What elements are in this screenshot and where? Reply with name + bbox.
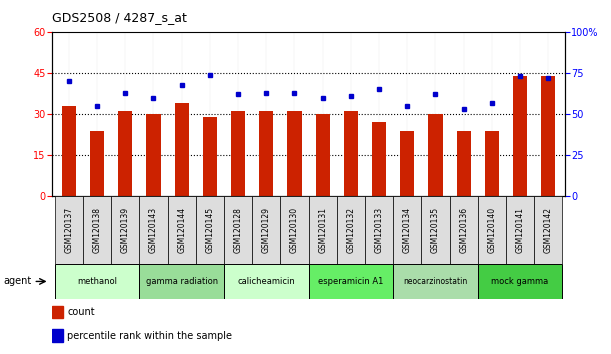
Text: GSM120128: GSM120128 — [233, 207, 243, 253]
Bar — [231, 112, 245, 196]
Bar — [513, 76, 527, 196]
Bar — [541, 76, 555, 196]
Text: calicheamicin: calicheamicin — [238, 277, 295, 286]
Bar — [478, 264, 562, 299]
Text: GSM120135: GSM120135 — [431, 207, 440, 253]
Bar — [196, 196, 224, 264]
Text: GSM120140: GSM120140 — [488, 207, 496, 253]
Text: GSM120132: GSM120132 — [346, 207, 356, 253]
Text: agent: agent — [3, 276, 31, 286]
Bar — [506, 196, 534, 264]
Text: GSM120134: GSM120134 — [403, 207, 412, 253]
Bar — [224, 264, 309, 299]
Text: GSM120139: GSM120139 — [121, 207, 130, 253]
Bar — [400, 131, 414, 196]
Text: methanol: methanol — [77, 277, 117, 286]
Bar — [52, 306, 63, 318]
Bar — [450, 196, 478, 264]
Bar — [139, 196, 167, 264]
Bar — [224, 196, 252, 264]
Bar — [280, 196, 309, 264]
Bar — [118, 112, 133, 196]
Text: GSM120145: GSM120145 — [205, 207, 214, 253]
Text: GDS2508 / 4287_s_at: GDS2508 / 4287_s_at — [52, 11, 187, 24]
Bar — [287, 112, 301, 196]
Text: mock gamma: mock gamma — [491, 277, 549, 286]
Bar — [139, 264, 224, 299]
Bar — [252, 196, 280, 264]
Bar — [55, 196, 83, 264]
Bar — [55, 264, 139, 299]
Text: GSM120143: GSM120143 — [149, 207, 158, 253]
Bar — [393, 196, 422, 264]
Bar — [337, 196, 365, 264]
Bar — [90, 131, 104, 196]
Bar — [316, 114, 330, 196]
Text: GSM120141: GSM120141 — [516, 207, 525, 253]
Text: neocarzinostatin: neocarzinostatin — [403, 277, 467, 286]
Bar — [365, 196, 393, 264]
Bar — [111, 196, 139, 264]
Text: gamma radiation: gamma radiation — [145, 277, 218, 286]
Text: GSM120133: GSM120133 — [375, 207, 384, 253]
Bar — [203, 117, 217, 196]
Bar — [167, 196, 196, 264]
Bar — [259, 112, 273, 196]
Bar — [428, 114, 442, 196]
Bar — [478, 196, 506, 264]
Text: GSM120138: GSM120138 — [92, 207, 101, 253]
Bar — [309, 196, 337, 264]
Bar — [422, 196, 450, 264]
Bar — [175, 103, 189, 196]
Text: esperamicin A1: esperamicin A1 — [318, 277, 384, 286]
Bar — [372, 122, 386, 196]
Text: GSM120142: GSM120142 — [544, 207, 553, 253]
Text: GSM120137: GSM120137 — [64, 207, 73, 253]
Bar — [344, 112, 358, 196]
Bar — [456, 131, 470, 196]
Bar — [309, 264, 393, 299]
Text: GSM120136: GSM120136 — [459, 207, 468, 253]
Text: GSM120130: GSM120130 — [290, 207, 299, 253]
Bar — [52, 330, 63, 342]
Text: count: count — [67, 307, 95, 317]
Bar — [83, 196, 111, 264]
Text: GSM120144: GSM120144 — [177, 207, 186, 253]
Bar — [147, 114, 161, 196]
Bar — [62, 106, 76, 196]
Text: GSM120131: GSM120131 — [318, 207, 327, 253]
Text: percentile rank within the sample: percentile rank within the sample — [67, 331, 232, 341]
Bar — [485, 131, 499, 196]
Text: GSM120129: GSM120129 — [262, 207, 271, 253]
Bar — [534, 196, 562, 264]
Bar — [393, 264, 478, 299]
